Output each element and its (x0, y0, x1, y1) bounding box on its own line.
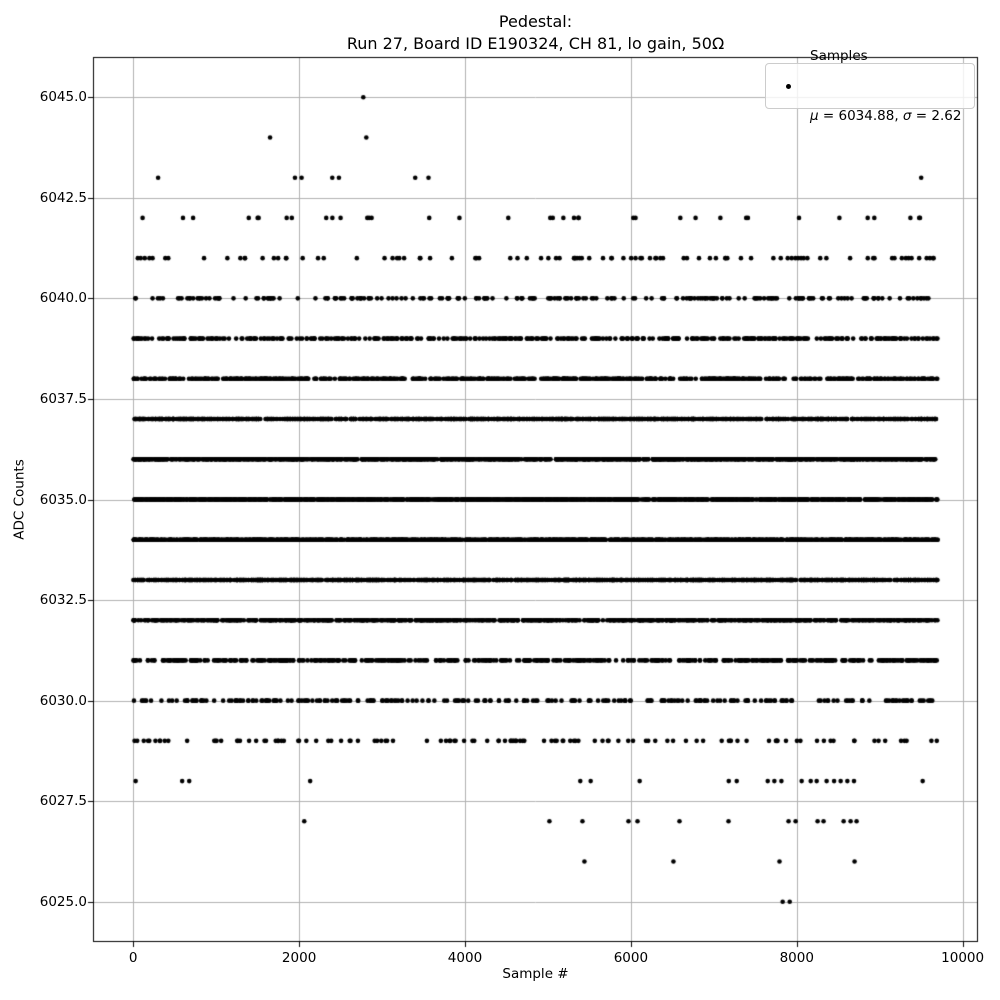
legend-sigma-symbol: σ (902, 108, 912, 124)
y-tick-label: 6037.5 (39, 390, 87, 407)
y-tick-label: 6045.0 (39, 89, 87, 106)
legend-sample-marker-icon (785, 83, 791, 89)
y-tick-label: 6035.0 (39, 491, 87, 508)
y-tick-label: 6025.0 (39, 893, 87, 910)
y-tick-label: 6040.0 (39, 290, 87, 307)
legend-sigma-value: = 2.62 (911, 108, 962, 124)
plot-title-line1: Pedestal: (498, 12, 573, 31)
legend-entry-label: Samples (810, 48, 868, 64)
x-axis-label: Sample # (502, 966, 569, 982)
x-tick-label: 2000 (281, 950, 317, 966)
y-tick-label: 6032.5 (39, 592, 87, 609)
plot-title-line2: Run 27, Board ID E190324, CH 81, lo gain… (346, 34, 725, 53)
legend-entry-stats: μ = 6034.88, σ = 2.62 (810, 106, 961, 126)
legend-marker-cell (766, 83, 810, 89)
plot-title: Pedestal: Run 27, Board ID E190324, CH 8… (93, 11, 978, 55)
x-tick-label: 0 (128, 950, 138, 966)
y-tick-label: 6042.5 (39, 189, 87, 206)
legend-box: Samples μ = 6034.88, σ = 2.62 (765, 48, 975, 124)
legend-mu-value: = 6034.88, (818, 108, 903, 124)
x-tick-label: 4000 (447, 950, 483, 966)
x-tick-label: 10000 (941, 950, 985, 966)
x-tick-label: 6000 (613, 950, 649, 966)
x-tick-label: 8000 (779, 950, 814, 966)
legend-text: Samples μ = 6034.88, σ = 2.62 (810, 6, 961, 166)
y-tick-label: 6030.0 (39, 692, 87, 709)
legend-mu-symbol: μ (810, 108, 819, 124)
y-tick-label: 6027.5 (39, 793, 87, 810)
